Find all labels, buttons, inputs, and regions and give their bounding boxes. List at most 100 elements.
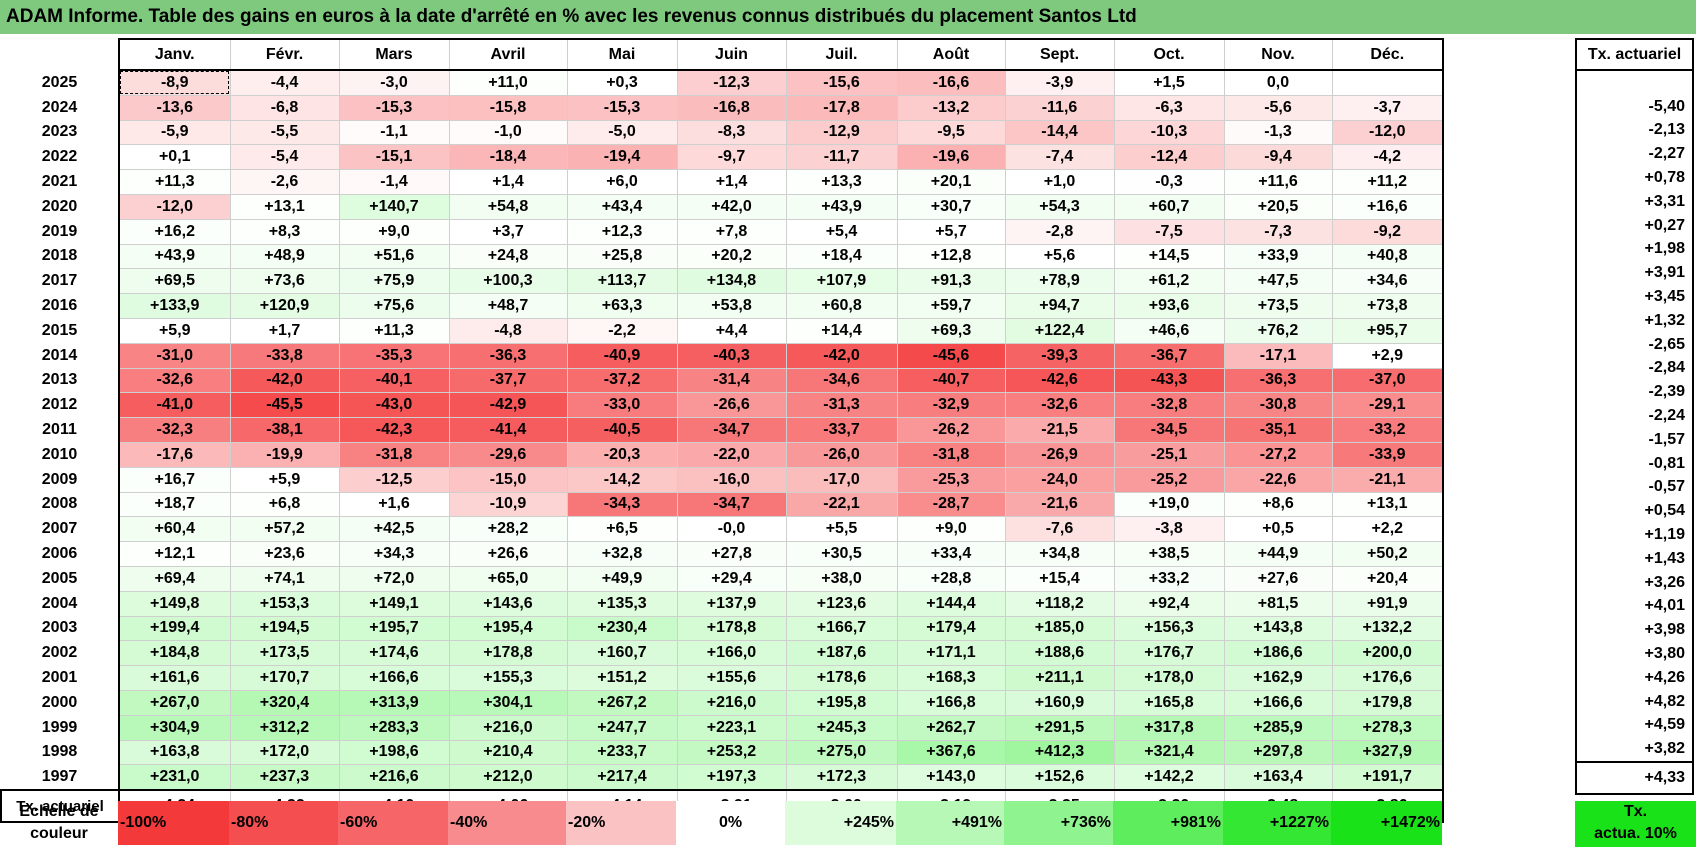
gain-cell[interactable]: +179,8 bbox=[1331, 689, 1444, 716]
gain-cell[interactable]: +8,3 bbox=[229, 218, 340, 245]
gain-cell[interactable]: -12,9 bbox=[785, 119, 898, 146]
gain-cell[interactable]: +166,6 bbox=[1223, 689, 1333, 716]
gain-cell[interactable]: -4,4 bbox=[229, 68, 340, 96]
gain-cell[interactable]: -37,7 bbox=[448, 367, 568, 394]
gain-cell[interactable]: +20,5 bbox=[1223, 193, 1333, 220]
gain-cell[interactable]: +16,2 bbox=[118, 218, 231, 245]
gain-cell[interactable]: -42,3 bbox=[338, 417, 450, 443]
gain-cell[interactable]: -12,0 bbox=[118, 193, 231, 220]
gain-cell[interactable]: +95,7 bbox=[1331, 317, 1444, 344]
gain-cell[interactable]: -5,4 bbox=[229, 144, 340, 171]
gain-cell[interactable]: +133,9 bbox=[118, 293, 231, 319]
gain-cell[interactable]: +69,3 bbox=[896, 317, 1006, 344]
gain-cell[interactable]: +47,5 bbox=[1223, 268, 1333, 295]
gain-cell[interactable]: -22,6 bbox=[1223, 466, 1333, 493]
gain-cell[interactable]: -11,6 bbox=[1004, 94, 1115, 121]
gain-cell[interactable]: +18,7 bbox=[118, 491, 231, 518]
gain-cell[interactable]: -32,9 bbox=[896, 392, 1006, 419]
gain-cell[interactable]: -1,4 bbox=[338, 169, 450, 195]
gain-cell[interactable]: +27,8 bbox=[676, 541, 787, 567]
gain-cell[interactable]: -20,3 bbox=[566, 441, 678, 468]
gain-cell[interactable]: +94,7 bbox=[1004, 293, 1115, 319]
gain-cell[interactable]: +210,4 bbox=[448, 739, 568, 766]
gain-cell[interactable]: +152,6 bbox=[1004, 764, 1115, 792]
gain-cell[interactable]: +162,9 bbox=[1223, 665, 1333, 691]
gain-cell[interactable]: +217,4 bbox=[566, 764, 678, 792]
gain-cell[interactable]: +69,4 bbox=[118, 565, 231, 592]
gain-cell[interactable]: -4,2 bbox=[1331, 144, 1444, 171]
gain-cell[interactable]: -38,1 bbox=[229, 417, 340, 443]
gain-cell[interactable]: -26,2 bbox=[896, 417, 1006, 443]
gain-cell[interactable]: +73,5 bbox=[1223, 293, 1333, 319]
gain-cell[interactable]: -2,2 bbox=[566, 317, 678, 344]
gain-cell[interactable]: +327,9 bbox=[1331, 739, 1444, 766]
gain-cell[interactable]: +20,1 bbox=[896, 169, 1006, 195]
gain-cell[interactable]: -3,9 bbox=[1004, 68, 1115, 96]
gain-cell[interactable]: +143,8 bbox=[1223, 615, 1333, 642]
gain-cell[interactable]: +23,6 bbox=[229, 541, 340, 567]
gain-cell[interactable]: +92,4 bbox=[1113, 590, 1225, 617]
gain-cell[interactable]: -9,2 bbox=[1331, 218, 1444, 245]
gain-cell[interactable]: +12,8 bbox=[896, 243, 1006, 270]
gain-cell[interactable]: +278,3 bbox=[1331, 714, 1444, 741]
gain-cell[interactable]: +3,7 bbox=[448, 218, 568, 245]
gain-cell[interactable]: +65,0 bbox=[448, 565, 568, 592]
gain-cell[interactable]: +174,6 bbox=[338, 640, 450, 667]
gain-cell[interactable]: +54,8 bbox=[448, 193, 568, 220]
gain-cell[interactable]: +18,4 bbox=[785, 243, 898, 270]
gain-cell[interactable]: -27,2 bbox=[1223, 441, 1333, 468]
gain-cell[interactable]: +73,8 bbox=[1331, 293, 1444, 319]
gain-cell[interactable]: -21,6 bbox=[1004, 491, 1115, 518]
gain-cell[interactable]: -34,7 bbox=[676, 491, 787, 518]
gain-cell[interactable]: +43,9 bbox=[118, 243, 231, 270]
gain-cell[interactable]: +100,3 bbox=[448, 268, 568, 295]
gain-cell[interactable]: +14,5 bbox=[1113, 243, 1225, 270]
gain-cell[interactable]: +38,5 bbox=[1113, 541, 1225, 567]
gain-cell[interactable]: +26,6 bbox=[448, 541, 568, 567]
gain-cell[interactable]: -39,3 bbox=[1004, 342, 1115, 369]
gain-cell[interactable]: +4,4 bbox=[676, 317, 787, 344]
gain-cell[interactable]: -26,6 bbox=[676, 392, 787, 419]
gain-cell[interactable]: +29,4 bbox=[676, 565, 787, 592]
gain-cell[interactable]: -12,5 bbox=[338, 466, 450, 493]
gain-cell[interactable]: +153,3 bbox=[229, 590, 340, 617]
gain-cell[interactable]: +304,9 bbox=[118, 714, 231, 741]
gain-cell[interactable]: +142,2 bbox=[1113, 764, 1225, 792]
gain-cell[interactable]: +171,1 bbox=[896, 640, 1006, 667]
gain-cell[interactable]: +143,0 bbox=[896, 764, 1006, 792]
gain-cell[interactable]: -9,7 bbox=[676, 144, 787, 171]
gain-cell[interactable]: +57,2 bbox=[229, 516, 340, 543]
gain-cell[interactable]: -15,0 bbox=[448, 466, 568, 493]
gain-cell[interactable]: -16,8 bbox=[676, 94, 787, 121]
gain-cell[interactable]: -5,6 bbox=[1223, 94, 1333, 121]
gain-cell[interactable]: +25,8 bbox=[566, 243, 678, 270]
gain-cell[interactable]: +74,1 bbox=[229, 565, 340, 592]
gain-cell[interactable]: +231,0 bbox=[118, 764, 231, 792]
gain-cell[interactable]: +48,9 bbox=[229, 243, 340, 270]
gain-cell[interactable]: -15,6 bbox=[785, 68, 898, 96]
gain-cell[interactable]: +54,3 bbox=[1004, 193, 1115, 220]
gain-cell[interactable]: +13,1 bbox=[1331, 491, 1444, 518]
gain-cell[interactable]: +113,7 bbox=[566, 268, 678, 295]
gain-cell[interactable]: +135,3 bbox=[566, 590, 678, 617]
gain-cell[interactable]: +60,8 bbox=[785, 293, 898, 319]
gain-cell[interactable]: +11,0 bbox=[448, 68, 568, 96]
gain-cell[interactable]: +161,6 bbox=[118, 665, 231, 691]
gain-cell[interactable]: -35,3 bbox=[338, 342, 450, 369]
gain-cell[interactable]: +1,4 bbox=[676, 169, 787, 195]
gain-cell[interactable]: +166,0 bbox=[676, 640, 787, 667]
gain-cell[interactable]: +38,0 bbox=[785, 565, 898, 592]
gain-cell[interactable]: -8,9 bbox=[118, 68, 231, 96]
gain-cell[interactable]: -43,3 bbox=[1113, 367, 1225, 394]
gain-cell[interactable]: 0,0 bbox=[1223, 68, 1333, 96]
gain-cell[interactable]: +1,5 bbox=[1113, 68, 1225, 96]
gain-cell[interactable]: -12,3 bbox=[676, 68, 787, 96]
gain-cell[interactable]: +46,6 bbox=[1113, 317, 1225, 344]
gain-cell[interactable]: -18,4 bbox=[448, 144, 568, 171]
gain-cell[interactable]: -9,5 bbox=[896, 119, 1006, 146]
gain-cell[interactable]: +178,8 bbox=[448, 640, 568, 667]
gain-cell[interactable]: -36,3 bbox=[1223, 367, 1333, 394]
gain-cell[interactable]: +9,0 bbox=[896, 516, 1006, 543]
gain-cell[interactable]: +170,7 bbox=[229, 665, 340, 691]
gain-cell[interactable]: -28,7 bbox=[896, 491, 1006, 518]
